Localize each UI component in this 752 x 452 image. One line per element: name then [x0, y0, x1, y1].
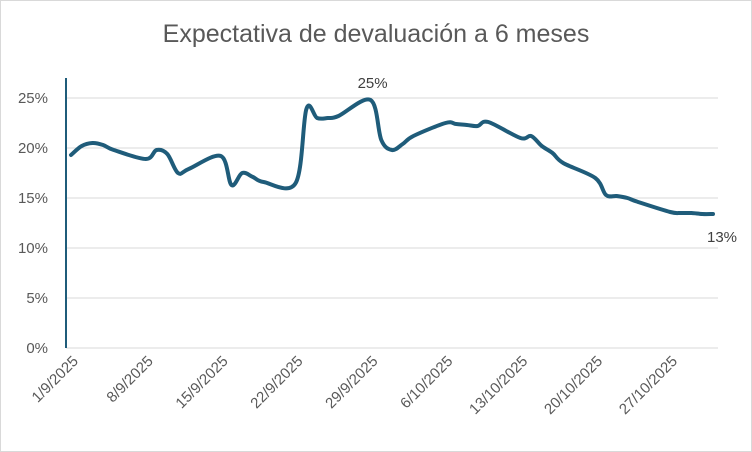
x-tick-label: 29/9/2025	[322, 353, 381, 412]
y-axis-ticks: 0% 5% 10% 15% 20% 25%	[18, 90, 48, 357]
x-axis-ticks: 1/9/2025 8/9/2025 15/9/2025 22/9/2025 29/9/2…	[29, 353, 682, 418]
x-tick-label: 15/9/2025	[172, 353, 231, 412]
x-tick-label: 8/9/2025	[103, 353, 156, 406]
x-tick-label: 13/10/2025	[466, 353, 531, 418]
x-tick-label: 1/9/2025	[29, 353, 82, 406]
y-tick-label: 15%	[18, 190, 48, 207]
series-line	[69, 97, 715, 217]
y-tick-label: 5%	[26, 290, 48, 307]
data-labels: 25% 13%	[358, 75, 737, 246]
series-group	[69, 97, 715, 217]
y-tick-label: 0%	[26, 340, 48, 357]
y-tick-label: 10%	[18, 240, 48, 257]
x-tick-label: 20/10/2025	[541, 353, 606, 418]
data-label: 25%	[358, 75, 388, 92]
data-label: 13%	[707, 229, 737, 246]
chart-title: Expectativa de devaluación a 6 meses	[162, 20, 590, 48]
y-tick-label: 25%	[18, 90, 48, 107]
axes	[65, 78, 718, 349]
x-tick-label: 22/9/2025	[247, 353, 306, 412]
x-tick-label: 6/10/2025	[397, 353, 456, 412]
x-tick-label: 27/10/2025	[616, 353, 681, 418]
y-tick-label: 20%	[18, 140, 48, 157]
